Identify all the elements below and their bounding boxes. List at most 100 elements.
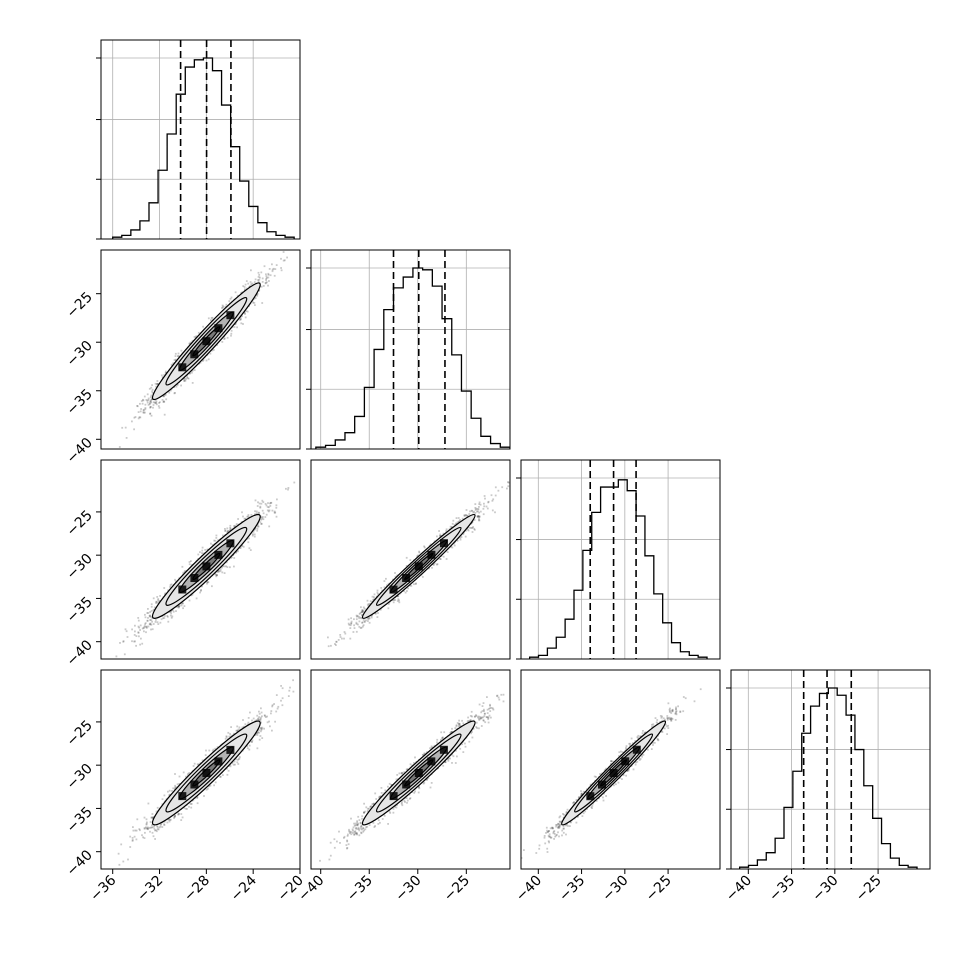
sample-point bbox=[387, 603, 390, 605]
sample-point bbox=[138, 416, 141, 419]
sample-point bbox=[156, 383, 159, 386]
sample-point bbox=[247, 282, 250, 285]
sample-point bbox=[421, 576, 424, 578]
sample-point bbox=[231, 556, 233, 559]
sample-point bbox=[221, 304, 224, 307]
sample-point bbox=[162, 617, 164, 620]
sample-point bbox=[170, 616, 173, 619]
density-core bbox=[202, 337, 211, 346]
sample-point bbox=[280, 269, 283, 272]
sample-point bbox=[215, 575, 218, 578]
sample-point bbox=[258, 289, 260, 292]
sample-point bbox=[147, 608, 149, 610]
sample-point bbox=[142, 411, 145, 414]
sample-point bbox=[224, 528, 226, 530]
sample-point bbox=[133, 416, 136, 419]
sample-point bbox=[387, 582, 390, 585]
sample-point bbox=[210, 319, 212, 321]
sample-point bbox=[275, 504, 278, 507]
sample-point bbox=[255, 512, 258, 515]
sample-point bbox=[239, 546, 242, 549]
sample-point bbox=[214, 573, 217, 576]
sample-point bbox=[152, 597, 155, 600]
sample-point bbox=[206, 581, 209, 584]
sample-point bbox=[361, 610, 364, 612]
sample-point bbox=[184, 379, 187, 382]
sample-point bbox=[251, 534, 254, 537]
hist-panel-1 bbox=[311, 250, 510, 449]
sample-point bbox=[201, 585, 203, 588]
sample-point bbox=[169, 614, 172, 617]
sample-point bbox=[240, 521, 243, 523]
sample-point bbox=[180, 349, 183, 352]
sample-point bbox=[474, 512, 477, 514]
sample-point bbox=[199, 591, 201, 594]
sample-point bbox=[141, 642, 144, 645]
sample-point bbox=[264, 282, 267, 285]
sample-point bbox=[162, 401, 165, 403]
sample-point bbox=[439, 558, 442, 560]
sample-point bbox=[201, 549, 204, 552]
sample-point bbox=[260, 285, 263, 288]
sample-point bbox=[214, 539, 217, 542]
sample-point bbox=[226, 336, 229, 339]
sample-point bbox=[163, 395, 165, 398]
sample-point bbox=[141, 627, 144, 630]
sample-point bbox=[438, 530, 440, 532]
sample-point bbox=[465, 514, 468, 516]
sample-point bbox=[241, 315, 243, 318]
sample-point bbox=[256, 505, 259, 507]
sample-point bbox=[134, 416, 137, 418]
sample-point bbox=[181, 602, 184, 605]
sample-point bbox=[201, 552, 203, 554]
sample-point bbox=[149, 622, 152, 625]
sample-point bbox=[247, 541, 250, 544]
sample-point bbox=[210, 542, 212, 545]
sample-point bbox=[149, 402, 151, 405]
sample-point bbox=[160, 618, 163, 621]
sample-point bbox=[149, 400, 152, 403]
sample-point bbox=[259, 505, 262, 508]
sample-point bbox=[152, 623, 155, 625]
sample-point bbox=[146, 612, 149, 614]
sample-point bbox=[269, 505, 272, 507]
sample-point bbox=[215, 574, 218, 576]
sample-point bbox=[254, 499, 257, 502]
sample-point bbox=[173, 359, 176, 361]
sample-point bbox=[215, 537, 218, 539]
sample-point bbox=[269, 274, 272, 277]
sample-point bbox=[471, 527, 474, 529]
sample-point bbox=[149, 412, 152, 415]
sample-point bbox=[248, 537, 250, 540]
density-core bbox=[190, 350, 199, 359]
sample-point bbox=[136, 405, 138, 407]
sample-point bbox=[153, 606, 156, 609]
sample-point bbox=[139, 624, 142, 627]
sample-point bbox=[183, 570, 186, 572]
sample-point bbox=[189, 372, 191, 375]
sample-point bbox=[259, 276, 261, 279]
sample-point bbox=[216, 344, 218, 346]
sample-point bbox=[168, 611, 171, 613]
sample-point bbox=[142, 398, 144, 401]
sample-point bbox=[254, 528, 256, 530]
sample-point bbox=[202, 552, 205, 555]
sample-point bbox=[124, 426, 127, 429]
sample-point bbox=[164, 593, 166, 596]
sample-point bbox=[174, 355, 177, 357]
sample-point bbox=[303, 459, 305, 461]
sample-point bbox=[207, 317, 210, 320]
sample-point bbox=[264, 516, 267, 518]
sample-point bbox=[439, 535, 442, 537]
sample-point bbox=[166, 615, 169, 617]
sample-point bbox=[139, 402, 141, 405]
sample-point bbox=[415, 582, 417, 585]
sample-point bbox=[234, 323, 237, 326]
sample-point bbox=[163, 617, 166, 619]
sample-point bbox=[163, 394, 166, 397]
sample-point bbox=[164, 394, 167, 396]
sample-point bbox=[189, 342, 191, 345]
sample-point bbox=[246, 287, 248, 290]
sample-point bbox=[119, 642, 121, 644]
sample-point bbox=[191, 369, 194, 372]
